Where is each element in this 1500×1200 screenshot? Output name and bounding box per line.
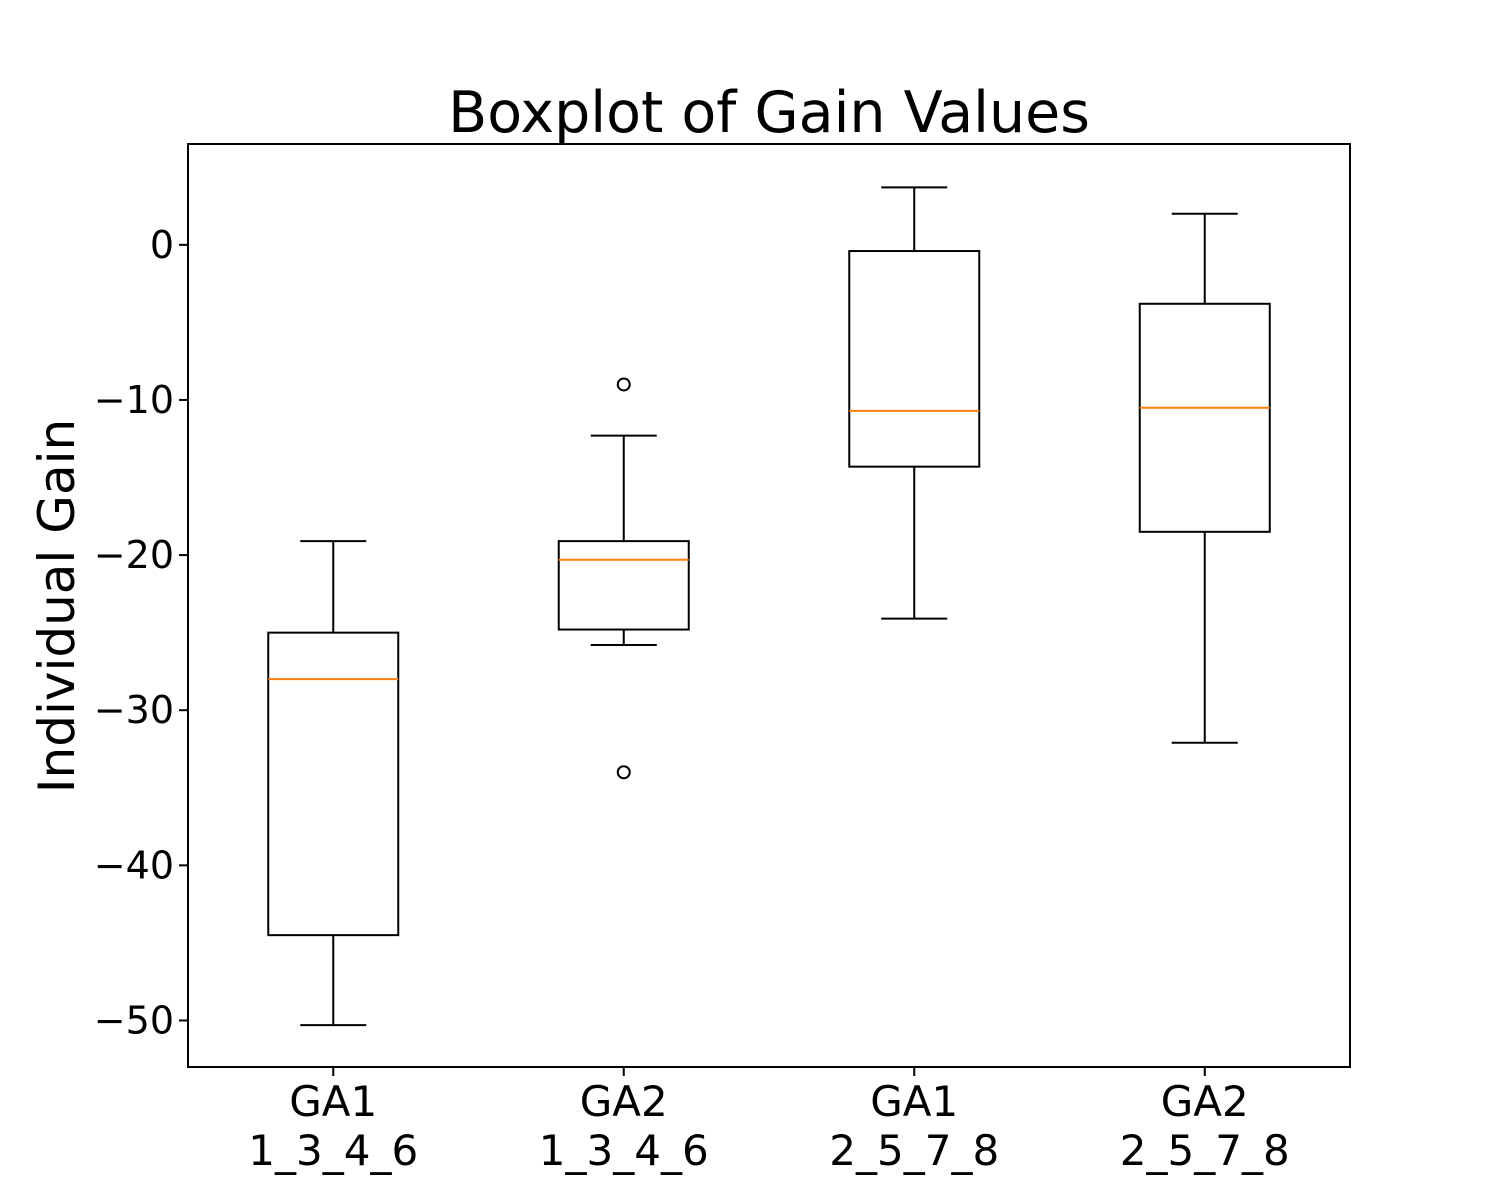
outlier-point <box>616 377 631 392</box>
y-tick-label: −30 <box>94 688 174 732</box>
box-2 <box>557 377 690 780</box>
iqr-box <box>557 540 690 631</box>
box-1 <box>267 540 400 1027</box>
plot-area-frame <box>187 143 1351 1068</box>
iqr-box <box>848 250 981 468</box>
chart-title: Boxplot of Gain Values <box>448 80 1090 146</box>
iqr-box <box>267 631 400 937</box>
x-tick-label-line1: GA1 <box>289 1077 377 1126</box>
x-tick-label-line2: 2_5_7_8 <box>829 1126 999 1175</box>
iqr-box <box>1138 302 1271 533</box>
x-tick-label-line1: GA2 <box>580 1077 668 1126</box>
y-axis: 0 −10 −20 −30 −40 −50 <box>94 223 188 1042</box>
x-tick-label-line2: 1_3_4_6 <box>248 1126 418 1175</box>
box-4 <box>1138 212 1271 744</box>
y-tick-label: 0 <box>150 223 174 267</box>
y-tick-label: −20 <box>94 533 174 577</box>
y-tick-label: −40 <box>94 843 174 887</box>
boxes-group <box>267 186 1271 1027</box>
y-tick-label: −10 <box>94 378 174 422</box>
y-tick-label: −50 <box>94 998 174 1042</box>
y-axis-label: Individual Gain <box>28 419 86 793</box>
box-3 <box>848 186 981 620</box>
outlier-point <box>616 765 631 780</box>
x-tick-label-line2: 1_3_4_6 <box>539 1126 709 1175</box>
x-tick-label-line2: 2_5_7_8 <box>1120 1126 1290 1175</box>
x-tick-label-line1: GA1 <box>870 1077 958 1126</box>
x-tick-label-line1: GA2 <box>1161 1077 1249 1126</box>
